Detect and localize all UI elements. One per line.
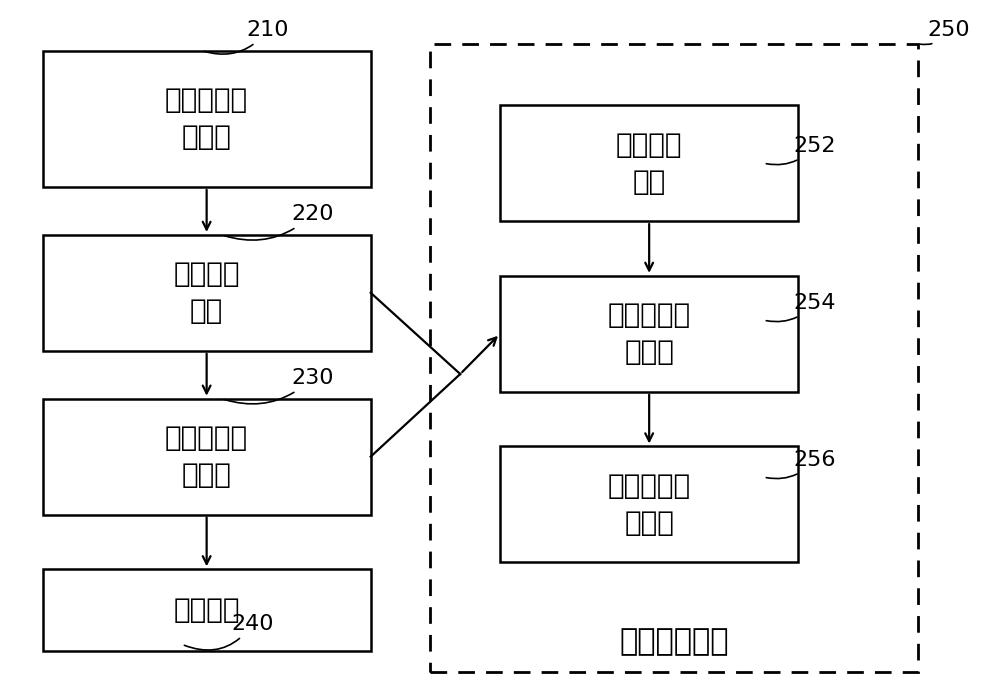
- Bar: [43, 398, 371, 515]
- Text: 记录单元: 记录单元: [173, 596, 240, 624]
- Bar: [43, 50, 371, 187]
- Text: 虚拟结构模块: 虚拟结构模块: [619, 627, 729, 656]
- Text: 获取故障信
息单元: 获取故障信 息单元: [165, 87, 248, 151]
- Bar: [430, 44, 918, 671]
- Bar: [500, 447, 798, 562]
- Text: 模型叠加
单元: 模型叠加 单元: [173, 261, 240, 325]
- Bar: [43, 569, 371, 651]
- Text: 220: 220: [224, 204, 334, 240]
- Text: 虚拟结构
模块: 虚拟结构 模块: [616, 131, 682, 195]
- Text: 240: 240: [184, 614, 274, 650]
- Text: 250: 250: [920, 20, 970, 45]
- Text: 230: 230: [224, 368, 334, 404]
- Text: 210: 210: [204, 20, 289, 54]
- Bar: [43, 235, 371, 351]
- Bar: [500, 105, 798, 221]
- Text: 254: 254: [766, 293, 836, 321]
- Text: 虚拟操作属
性模块: 虚拟操作属 性模块: [608, 301, 691, 366]
- Text: 252: 252: [766, 136, 836, 164]
- Bar: [500, 276, 798, 391]
- Text: 256: 256: [766, 450, 836, 479]
- Text: 虚拟动作过
程模块: 虚拟动作过 程模块: [608, 472, 691, 537]
- Text: 虚拟场景生
成单元: 虚拟场景生 成单元: [165, 424, 248, 489]
